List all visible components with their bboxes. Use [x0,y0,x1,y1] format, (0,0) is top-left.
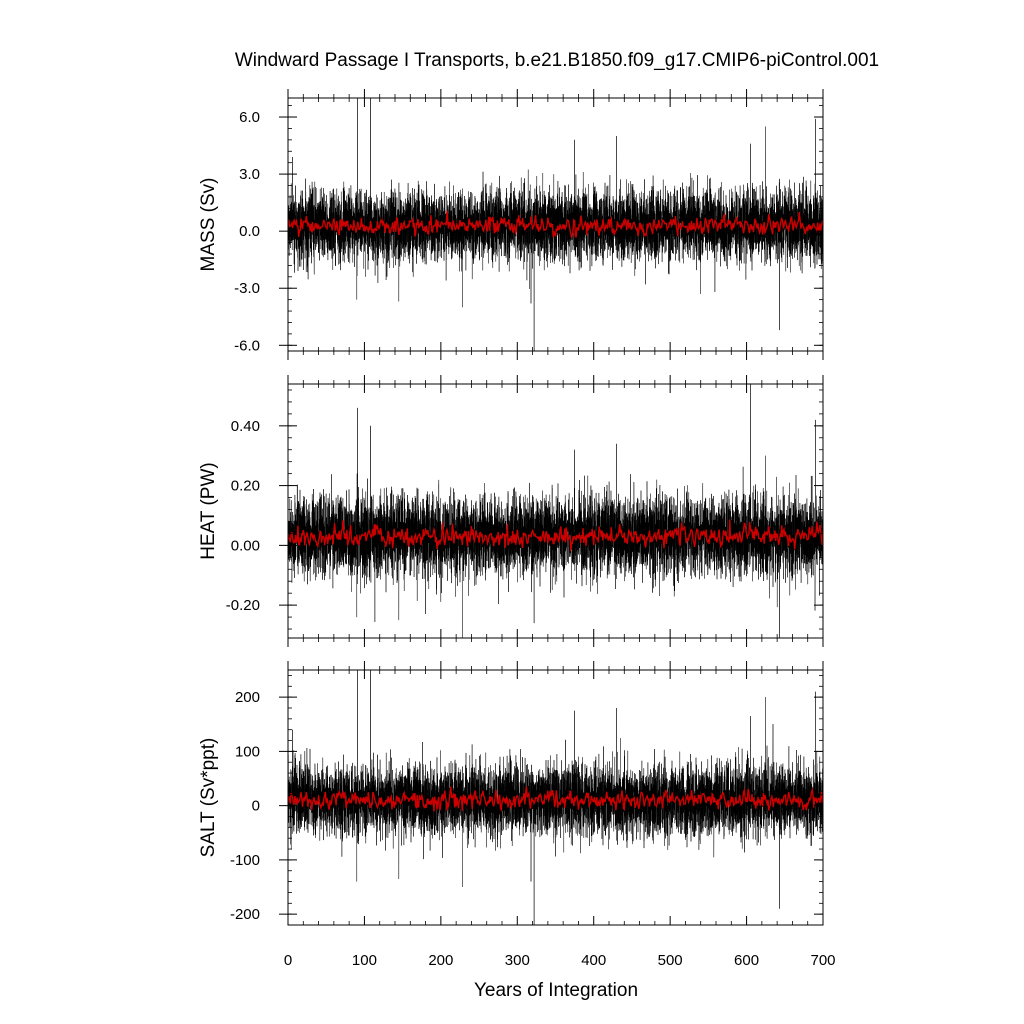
y-tick-label: -3.0 [234,280,260,297]
y-tick-label: 6.0 [239,109,260,126]
x-tick-label: 200 [428,952,453,969]
panels-group: -6.0 -3.0 0.0 3.0 6.0 MASS (Sv) -0.20 0.00 0.20 0… [198,89,836,969]
x-tick-label: 0 [284,952,292,969]
y-tick-label: 0.20 [231,478,260,495]
smoothed-series-line [288,519,823,552]
panel-2: -0.20 0.00 0.20 0.40 HEAT (PW) [198,375,824,647]
smoothed-series-line [288,210,823,239]
y-tick-label: 0.0 [239,223,260,240]
x-axis-label: Years of Integration [474,980,638,1001]
x-tick-label: 600 [734,952,759,969]
x-tick-label: 700 [810,952,835,969]
panel-3: -200 -100 0 100 200 SALT (Sv*ppt) [198,661,824,926]
x-tick-label: 500 [658,952,683,969]
panel-frame [287,669,824,926]
x-tick-label: 100 [352,952,377,969]
x-tick-label: 300 [505,952,530,969]
panel-frame [287,97,824,352]
y-tick-label: -200 [230,906,260,923]
y-axis-label: HEAT (PW) [198,462,219,559]
panel-1: -6.0 -3.0 0.0 3.0 6.0 MASS (Sv) [198,89,824,360]
y-tick-label: 0.00 [231,537,260,554]
y-axis-label: SALT (Sv*ppt) [198,738,219,858]
raw-series-line [288,98,823,351]
y-tick-label: -6.0 [234,337,260,354]
y-tick-label: 200 [235,689,260,706]
panel-frame [287,383,824,639]
y-tick-label: 100 [235,743,260,760]
y-tick-label: -0.20 [226,597,260,614]
y-tick-label: 0 [252,798,260,815]
y-tick-label: 0.40 [231,418,260,435]
raw-series-line [288,384,823,638]
chart-title: Windward Passage I Transports, b.e21.B18… [235,50,879,71]
y-tick-label: -100 [230,852,260,869]
raw-series-line [288,670,823,925]
x-tick-label: 400 [581,952,606,969]
y-tick-label: 3.0 [239,166,260,183]
smoothed-series-line [288,786,823,813]
y-axis-label: MASS (Sv) [198,178,219,272]
